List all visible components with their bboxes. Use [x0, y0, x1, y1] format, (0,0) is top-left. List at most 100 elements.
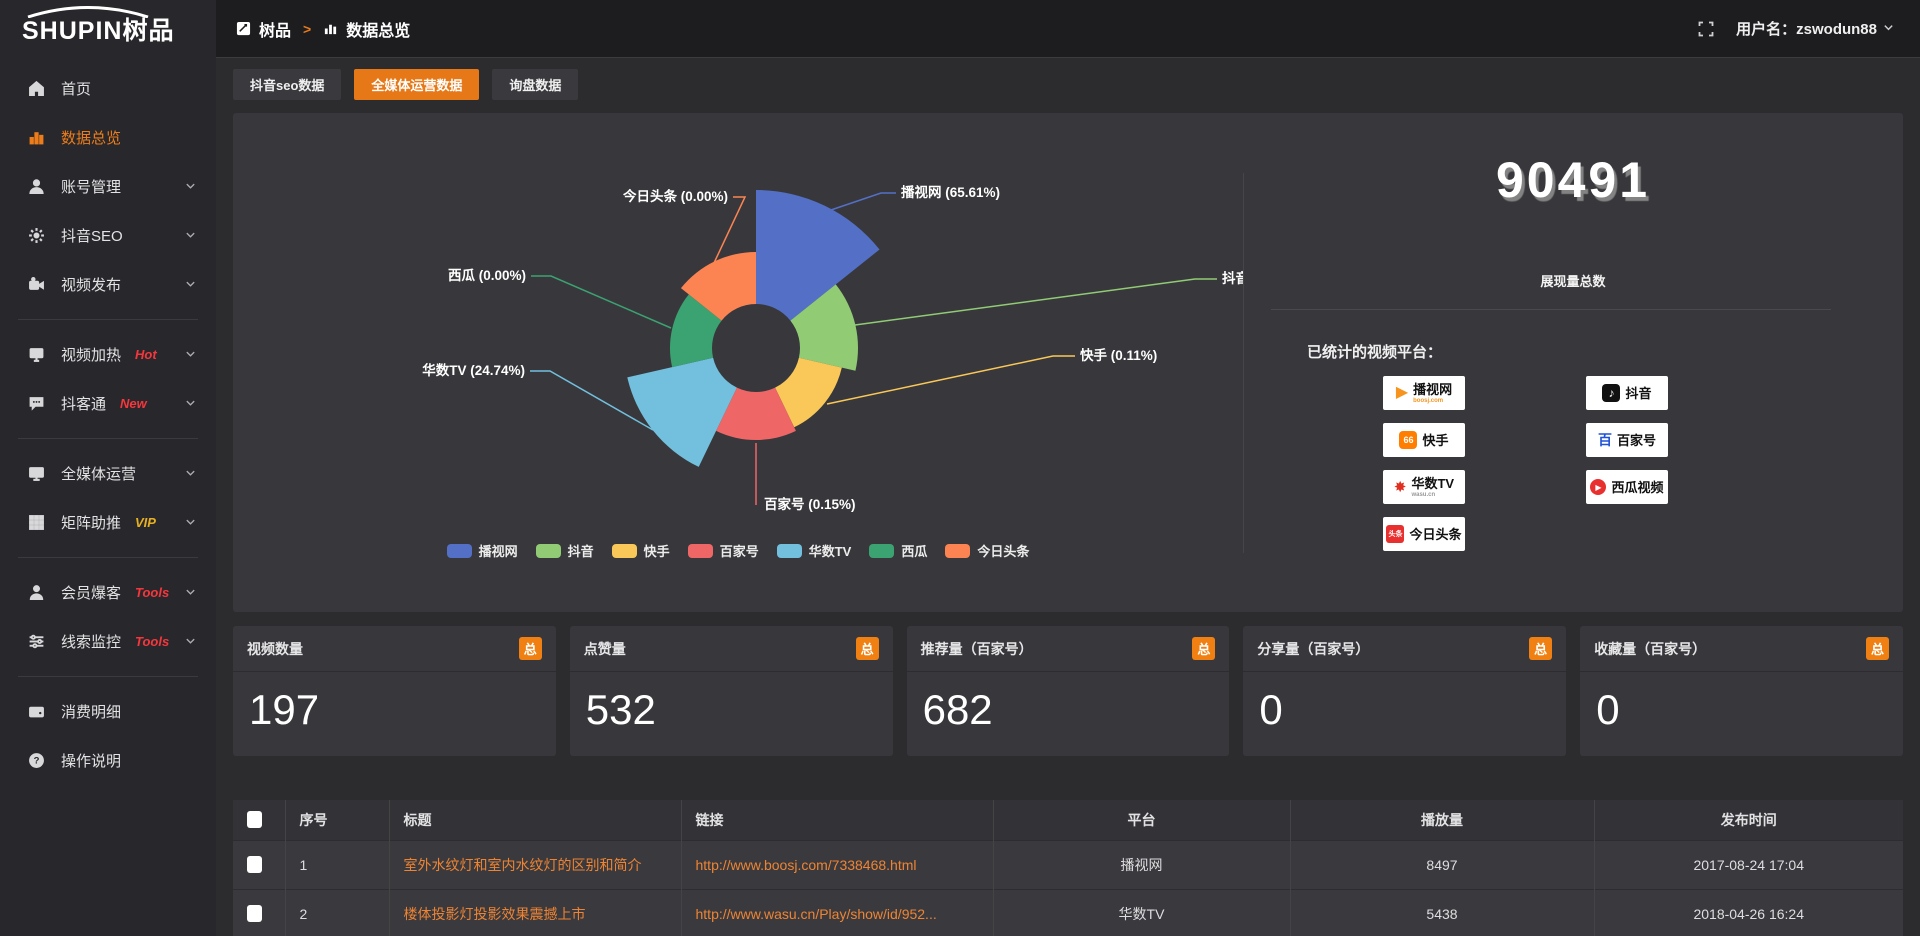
- sidebar-item-label: 账号管理: [61, 179, 122, 196]
- pie-slice-抖音: [790, 284, 858, 371]
- sidebar-item-消费明细[interactable]: 消费明细: [0, 687, 216, 736]
- platform-badge-播视网: ▶ 播视网 boosj.com: [1383, 376, 1465, 410]
- tab-抖音seo数据[interactable]: 抖音seo数据: [233, 69, 342, 100]
- video-table-section: 序号 标题 链接 平台 播放量 发布时间 1 室外水纹灯和室内水纹灯的区别和简介 http://…: [233, 800, 1903, 936]
- stat-card-分享量（百家号）: 分享量（百家号） 总 0: [1243, 626, 1567, 756]
- platform-badge-西瓜视频: ▶ 西瓜视频: [1586, 470, 1668, 504]
- row-checkbox[interactable]: [247, 856, 262, 873]
- table-header-row: 序号 标题 链接 平台 播放量 发布时间: [233, 800, 1903, 840]
- select-all-checkbox[interactable]: [247, 811, 262, 829]
- stat-card-title: 推荐量（百家号）: [920, 640, 1033, 657]
- breadcrumb-root[interactable]: 树品: [259, 22, 292, 40]
- pie-slice-华数TV: [627, 357, 737, 467]
- stat-card-视频数量: 视频数量 总 197: [233, 626, 556, 756]
- platform-name: 今日头条: [1409, 526, 1462, 542]
- pie-slice-播视网: [756, 190, 880, 321]
- stat-card-value: 532: [585, 686, 656, 733]
- sidebar-divider: [18, 319, 198, 320]
- total-badge: 总: [1529, 637, 1553, 660]
- panel-divider: [1243, 173, 1244, 553]
- pie-label-抖音: 抖音 (9.40%): [1222, 270, 1243, 286]
- platforms-label: 已统计的视频平台：: [1307, 344, 1443, 361]
- pie-label-播视网: 播视网 (65.61%): [901, 184, 1000, 200]
- video-publish-icon: [26, 275, 46, 295]
- legend-item-华数TV[interactable]: 华数TV: [776, 541, 852, 560]
- sidebar-item-抖客通[interactable]: 抖客通 New: [0, 379, 216, 428]
- tab-询盘数据[interactable]: 询盘数据: [492, 69, 579, 100]
- cell-video-title[interactable]: 室外水纹灯和室内水纹灯的区别和简介: [389, 839, 682, 889]
- pie-slice-西瓜: [670, 294, 722, 368]
- legend-item-播视网[interactable]: 播视网: [446, 541, 518, 560]
- grid-icon: [26, 513, 46, 533]
- user-menu[interactable]: 用户名：zswodun88: [1736, 18, 1894, 39]
- sidebar-item-数据总览[interactable]: 数据总览: [0, 113, 216, 162]
- row-checkbox[interactable]: [247, 905, 262, 922]
- chevron-down-icon: [1883, 20, 1894, 37]
- cell-video-link[interactable]: http://www.boosj.com/7338468.html: [695, 856, 917, 873]
- legend-label: 播视网: [478, 544, 518, 559]
- sidebar-nav: 首页 数据总览账号管理抖音SEO 视频发布视频加热 Hot 抖客通 New 全媒体运营 矩阵助…: [0, 58, 216, 785]
- platform-badge-今日头条: 头条 今日头条: [1383, 517, 1465, 551]
- total-badge: 总: [1865, 637, 1889, 660]
- sidebar: SHUPIN树品 首页 数据总览账号管理抖音SEO 视频发布视频加热 Hot 抖客通 Ne…: [0, 0, 216, 936]
- logo-arc: [27, 6, 149, 18]
- platform-name: 华数TV: [1411, 475, 1455, 491]
- chevron-down-icon: [185, 514, 196, 531]
- video-table: 序号 标题 链接 平台 播放量 发布时间 1 室外水纹灯和室内水纹灯的区别和简介 http://…: [233, 800, 1903, 936]
- column-header-平台: 平台: [993, 800, 1291, 840]
- total-badge: 总: [1192, 637, 1216, 660]
- sidebar-item-label: 抖客通: [61, 396, 107, 413]
- legend-item-快手[interactable]: 快手: [611, 541, 670, 560]
- tab-全媒体运营数据[interactable]: 全媒体运营数据: [354, 69, 480, 100]
- sidebar-item-矩阵助推[interactable]: 矩阵助推 VIP: [0, 498, 216, 547]
- legend-item-百家号[interactable]: 百家号: [687, 541, 759, 560]
- legend-item-今日头条[interactable]: 今日头条: [945, 541, 1029, 560]
- sidebar-item-首页[interactable]: 首页: [0, 64, 216, 113]
- xigua-logo: ▶: [1590, 479, 1607, 495]
- sidebar-item-label: 操作说明: [61, 753, 122, 770]
- logo-text: SHUPIN树品: [22, 17, 175, 45]
- platform-badge-华数TV: ✸ 华数TV wasu.cn: [1383, 470, 1465, 504]
- legend-label: 快手: [643, 544, 670, 559]
- stat-cards-row: 视频数量总 197 点赞量总 532 推荐量（百家号）总 682 分享量（百家号）总 0 收藏量…: [233, 626, 1903, 756]
- pie-label-快手: 快手 (0.11%): [1080, 347, 1157, 363]
- sliders-icon: [26, 632, 46, 652]
- sidebar-item-操作说明[interactable]: ? 操作说明: [0, 736, 216, 785]
- total-badge: 总: [518, 637, 542, 660]
- cell-video-title[interactable]: 楼体投影灯投影效果震撼上市: [389, 888, 682, 936]
- sidebar-item-线索监控[interactable]: 线索监控 Tools: [0, 617, 216, 666]
- pie-label-line: [827, 192, 896, 212]
- total-badge: 总: [855, 637, 879, 660]
- sidebar-item-账号管理[interactable]: 账号管理: [0, 162, 216, 211]
- sidebar-item-label: 视频加热: [61, 347, 122, 364]
- sidebar-item-全媒体运营[interactable]: 全媒体运营: [0, 449, 216, 498]
- question-icon: ?: [26, 751, 46, 771]
- tab-bar: 抖音seo数据 全媒体运营数据 询盘数据: [233, 69, 579, 100]
- platform-name: 西瓜视频: [1611, 479, 1664, 495]
- fullscreen-icon[interactable]: [1698, 21, 1714, 37]
- legend-item-西瓜[interactable]: 西瓜: [869, 541, 927, 560]
- pie-label-line: [531, 275, 672, 329]
- legend-label: 华数TV: [808, 544, 852, 559]
- legend-item-抖音[interactable]: 抖音: [535, 541, 594, 560]
- pie-label-line: [530, 370, 654, 431]
- sidebar-item-抖音SEO[interactable]: 抖音SEO: [0, 211, 216, 260]
- douyin-logo: ♪: [1602, 384, 1621, 402]
- wallet-icon: [26, 702, 46, 722]
- sidebar-divider: [18, 676, 198, 677]
- pie-slice-快手: [775, 357, 842, 428]
- cell-video-link[interactable]: http://www.wasu.cn/Play/show/id/952...: [695, 905, 937, 922]
- column-header-序号: 序号: [285, 800, 390, 840]
- breadcrumb: 树品 > 数据总览: [236, 17, 410, 41]
- chevron-down-icon: [185, 346, 196, 363]
- breadcrumb-current: 数据总览: [346, 22, 411, 40]
- stat-card-title: 点赞量: [583, 640, 626, 657]
- cell-play-count: 5438: [1290, 888, 1595, 936]
- sidebar-item-会员爆客[interactable]: 会员爆客 Tools: [0, 568, 216, 617]
- sidebar-item-视频加热[interactable]: 视频加热 Hot: [0, 330, 216, 379]
- stat-card-收藏量（百家号）: 收藏量（百家号） 总 0: [1580, 626, 1903, 756]
- sidebar-item-视频发布[interactable]: 视频发布: [0, 260, 216, 309]
- legend-label: 西瓜: [901, 544, 928, 559]
- chevron-down-icon: [185, 633, 196, 650]
